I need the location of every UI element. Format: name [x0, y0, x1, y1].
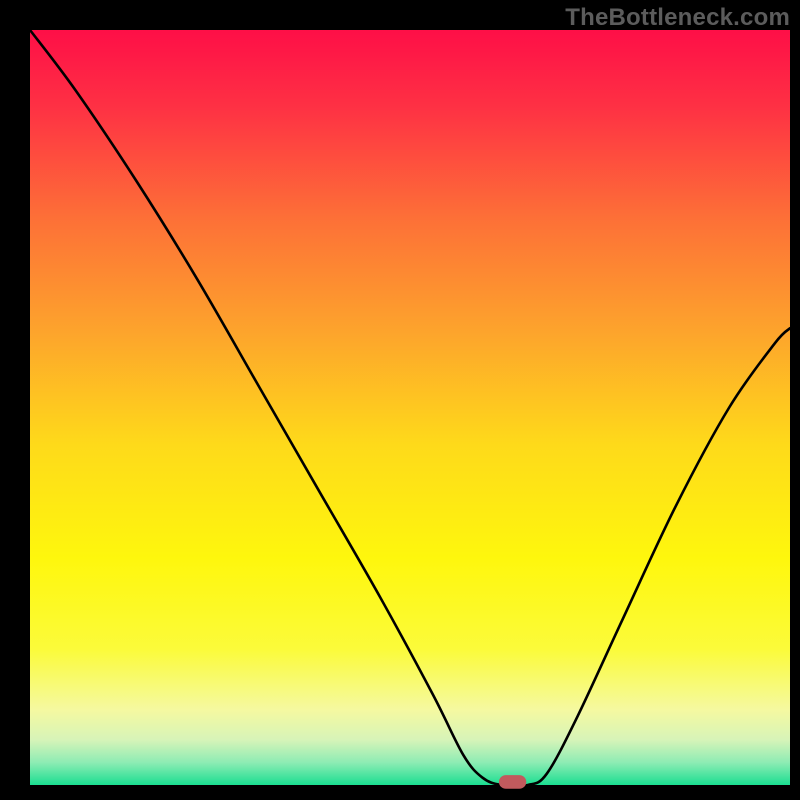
- optimal-marker: [499, 775, 526, 789]
- watermark-text: TheBottleneck.com: [565, 4, 790, 32]
- chart-stage: TheBottleneck.com: [0, 0, 800, 800]
- heatmap-gradient: [30, 30, 790, 785]
- chart-svg: [0, 0, 800, 800]
